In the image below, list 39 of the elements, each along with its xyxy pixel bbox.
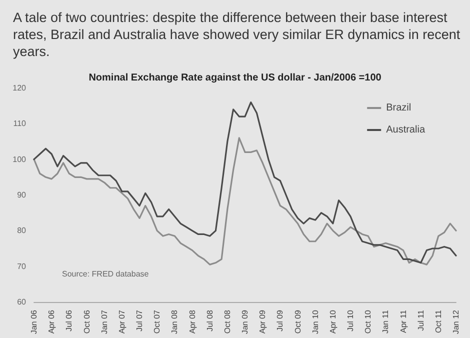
y-tick-label: 100 [12,154,27,164]
x-tick-label: Apr 06 [47,309,56,334]
x-tick-label: Jan 10 [310,309,320,334]
line-series [33,137,457,266]
x-tick-label: Apr 08 [188,309,197,334]
x-tick-label: Jan 08 [170,309,180,334]
x-tick-label: Apr 11 [398,309,408,333]
x-tick-label: Jan 06 [30,309,38,334]
x-tick-label: Jul 08 [205,309,214,332]
x-tick-label: Jul 07 [135,309,144,332]
x-tick-label: Apr 10 [328,309,338,334]
x-tick-label: Jul 11 [416,309,426,331]
x-tick-label: Oct 08 [222,309,232,334]
line-series [33,101,457,264]
annotation: Source: FRED database [62,270,150,278]
x-tick-label: Jul 09 [276,309,285,332]
y-tick-label: 110 [13,119,27,128]
x-tick-label: Oct 09 [293,309,302,334]
x-tick-label: Jul 10 [346,309,355,332]
x-tick-label: Oct 06 [82,309,92,334]
x-tick-label: Oct 07 [152,309,162,334]
y-tick-label: 80 [17,226,27,236]
x-tick-label: Oct 11 [434,309,443,333]
chart-subtitle: Nominal Exchange Rate against the US dollar - Jan/2006 =100 [88,72,382,84]
x-tick-label: Jul 06 [64,309,74,332]
y-tick-label: 90 [17,190,27,200]
x-tick-label: Jan 12 [452,309,460,334]
legend-label: Australia [386,124,426,136]
y-tick-label: 120 [12,84,27,92]
x-tick-label: Jan 11 [381,309,390,334]
x-tick-label: Apr 07 [117,309,126,334]
y-tick-label: 70 [17,262,27,271]
chart-title: A tale of two countries: despite the difference between their base interest rates, Brazil and Australia have showed very similar ER dynamics in recent years. [13,10,464,59]
x-tick-label: Jan 07 [100,309,109,334]
x-tick-label: Jan 09 [240,309,250,334]
y-tick-label: 60 [17,298,27,306]
x-tick-label: Oct 10 [364,309,373,334]
x-tick-label: Apr 09 [258,309,268,334]
legend-label: Brazil [386,102,412,114]
